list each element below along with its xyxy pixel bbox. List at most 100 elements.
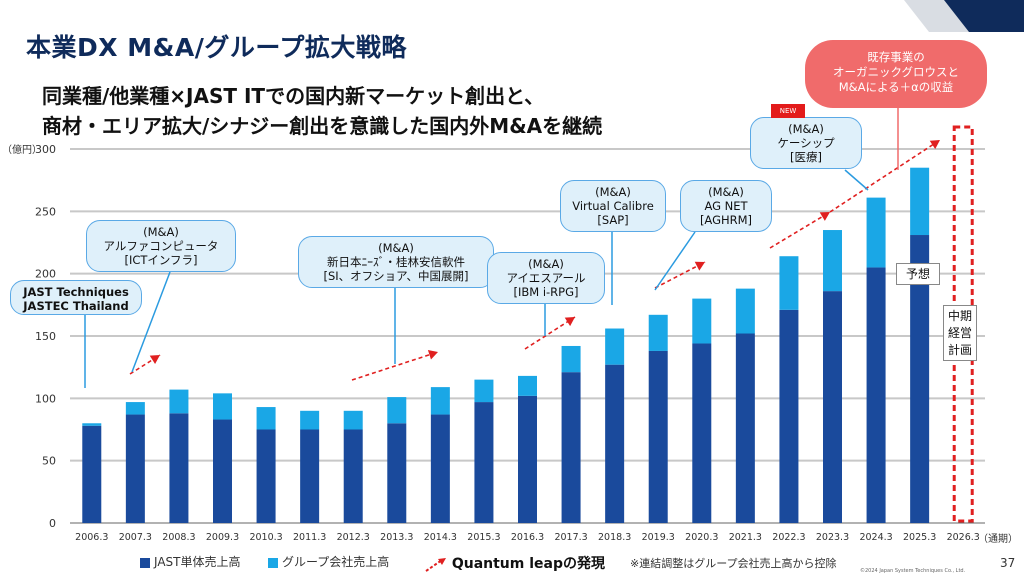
annotation-leader-line	[131, 271, 171, 373]
bar-jast	[910, 235, 930, 523]
y-tick-label: 100	[35, 392, 56, 405]
bar-jast	[474, 402, 494, 523]
x-tick-label: 2019.3	[642, 532, 675, 543]
bar-group	[256, 407, 276, 430]
bar-group	[779, 256, 799, 310]
bar-jast	[866, 267, 886, 523]
bar-jast	[518, 395, 537, 523]
annotation-keship: (M&A) ケーシップ [医療]	[750, 117, 862, 169]
bar-jast	[561, 372, 581, 523]
bar-group	[430, 387, 450, 415]
x-tick-label: 2017.3	[554, 532, 587, 543]
bar-jast	[387, 423, 407, 523]
quantum-leap-arrowhead	[819, 212, 830, 221]
y-tick-label: 50	[42, 455, 56, 468]
quantum-leap-arrow	[829, 139, 941, 213]
header-decoration	[904, 0, 1024, 32]
x-tick-label: 2025.3	[903, 532, 936, 543]
bar-jast	[823, 291, 842, 523]
bar-group	[343, 410, 363, 430]
bar-group	[125, 402, 145, 415]
x-tick-label: 2015.3	[467, 532, 500, 543]
annotation-shinnihon: (M&A) 新日本ﾆｰｽﾞ・桂林安信軟件 [SI、オフショア、中国展開]	[298, 236, 494, 288]
bar-jast	[169, 413, 189, 523]
bar-group	[300, 410, 320, 430]
bar-group	[82, 423, 102, 426]
dashed-arrow-icon	[425, 557, 446, 572]
bar-jast	[256, 429, 276, 523]
x-tick-label: 2026.3	[947, 532, 980, 543]
legend-group-swatch	[268, 557, 278, 568]
x-tick-label: 2006.3	[75, 532, 108, 543]
x-tick-label: 2018.3	[598, 532, 631, 543]
x-tick-label: 2014.3	[424, 532, 457, 543]
annotation-organic-growth: 既存事業の オーガニックグロウスと M&Aによる＋αの収益	[805, 40, 987, 108]
bar-jast	[605, 364, 625, 523]
legend-jast-swatch	[140, 557, 150, 568]
annotation-ag-net: (M&A) AG NET [AGHRM]	[680, 180, 772, 232]
x-tick-label: 2016.3	[511, 532, 544, 543]
annotation-alpha-computer: (M&A) アルファコンピュータ [ICTインフラ]	[86, 220, 236, 272]
bar-jast	[779, 309, 799, 523]
y-tick-label: 300	[35, 143, 56, 156]
quantum-leap-arrowhead	[929, 140, 940, 150]
bar-jast	[300, 429, 320, 523]
bar-group	[910, 167, 930, 236]
page-title: 本業DX M&A/グループ拡大戦略	[26, 33, 407, 62]
quantum-leap-arrowhead	[149, 355, 160, 365]
legend-group-label: グループ会社売上高	[282, 555, 390, 569]
x-tick-label: 2013.3	[380, 532, 413, 543]
bar-jast	[125, 414, 145, 523]
midterm-plan-label: 中期 経営 計画	[943, 305, 977, 361]
subtitle-line-2: 商材・エリア拡大/シナジー創出を意識した国内外M&Aを継続	[42, 114, 603, 138]
x-tick-label: 2011.3	[293, 532, 326, 543]
annotation-virtual-calibre: (M&A) Virtual Calibre [SAP]	[560, 180, 666, 232]
bar-group	[605, 328, 625, 365]
bar-jast	[213, 419, 232, 523]
quantum-leap-arrow	[524, 316, 576, 350]
quantum-leap-arrow	[351, 351, 439, 381]
bar-jast	[648, 350, 668, 523]
bar-jast	[343, 429, 363, 523]
x-tick-label: 2022.3	[772, 532, 805, 543]
x-tick-label: 2010.3	[249, 532, 282, 543]
consolidation-note: ※連結調整はグループ会社売上高から控除	[630, 557, 837, 570]
bar-group	[823, 230, 842, 292]
new-badge: NEW	[771, 104, 805, 118]
x-tick-label: 2021.3	[729, 532, 762, 543]
legend-jast: JAST単体売上高	[140, 553, 241, 570]
legend-jast-label: JAST単体売上高	[154, 555, 241, 569]
page-number: 37	[1000, 556, 1016, 570]
y-tick-label: 200	[35, 268, 56, 281]
bar-jast	[430, 414, 450, 523]
legend-leap: Quantum leapの発現	[424, 553, 605, 573]
quantum-leap-arrow	[769, 211, 831, 249]
quantum-leap-arrowhead	[564, 317, 575, 327]
bar-jast	[82, 425, 102, 523]
bar-group	[387, 397, 407, 424]
bar-group	[169, 389, 189, 414]
copyright: ©2024 Japan System Techniques Co., Ltd.	[860, 568, 966, 574]
quantum-leap-arrow	[654, 261, 706, 289]
bar-group	[474, 379, 494, 403]
x-tick-label: 2009.3	[206, 532, 239, 543]
subtitle-line-1: 同業種/他業種×JAST ITでの国内新マーケット創出と、	[42, 84, 545, 108]
y-axis-unit: （億円）	[2, 145, 42, 156]
y-tick-label: 150	[35, 330, 56, 343]
forecast-label: 予想	[896, 263, 940, 285]
annotation-jast-techniques: JAST Techniques JASTEC Thailand	[10, 280, 142, 315]
bar-group	[213, 393, 232, 420]
quantum-leap-arrowhead	[694, 261, 705, 271]
bar-group	[692, 298, 712, 344]
x-tick-label: 2020.3	[685, 532, 718, 543]
bar-group	[561, 345, 581, 373]
x-axis-unit: （通期）	[978, 534, 1018, 545]
bar-group	[866, 197, 886, 268]
quantum-leap-arrowhead	[427, 350, 438, 360]
bar-jast	[692, 343, 712, 523]
annotation-ies: (M&A) アイエスアール [IBM i-RPG]	[487, 252, 605, 304]
x-tick-label: 2012.3	[337, 532, 370, 543]
y-tick-label: 0	[49, 517, 56, 530]
x-tick-label: 2024.3	[859, 532, 892, 543]
